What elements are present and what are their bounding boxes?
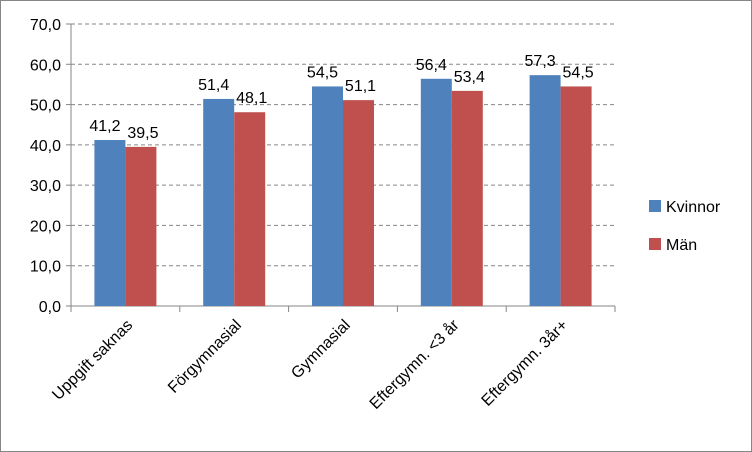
x-category-label: Förgymnasial: [165, 317, 245, 397]
bar-kvinnor-3: [420, 78, 452, 306]
bar-kvinnor-4: [529, 75, 561, 306]
data-label: 39,5: [127, 125, 158, 142]
x-category-label: Uppgift saknas: [49, 317, 136, 404]
legend: Kvinnor Män: [649, 199, 721, 254]
y-tick-label: 10,0: [30, 259, 61, 276]
legend-label: Män: [666, 237, 697, 254]
data-label: 56,4: [416, 57, 447, 74]
bar-kvinnor-2: [312, 86, 343, 306]
bar-man-0: [125, 146, 157, 306]
y-tick-label: 0,0: [39, 299, 61, 316]
y-tick-label: 40,0: [30, 138, 61, 155]
data-label: 48,1: [236, 90, 267, 107]
y-tick-label: 30,0: [30, 178, 61, 195]
y-tick-label: 60,0: [30, 57, 61, 74]
data-label: 51,1: [345, 78, 376, 95]
y-tick-label: 50,0: [30, 98, 61, 115]
bar-kvinnor-0: [94, 140, 126, 306]
x-category-label: Eftergymn. <3 år: [366, 316, 463, 413]
bar-man-1: [234, 112, 266, 307]
legend-swatch: [649, 200, 661, 212]
y-tick-label: 20,0: [30, 218, 61, 235]
data-label: 53,4: [454, 69, 485, 86]
bar-man-4: [560, 86, 592, 306]
data-label: 51,4: [198, 77, 229, 94]
bars: [94, 75, 592, 307]
legend-label: Kvinnor: [666, 199, 721, 216]
x-category-label: Eftergymn. 3år+: [478, 316, 572, 410]
data-labels: 41,2 39,5 51,4 48,1 54,5 51,1 56,4 53,4 57,3 54,5: [89, 53, 593, 142]
data-label: 54,5: [563, 64, 594, 81]
bar-man-3: [451, 90, 483, 306]
y-tick-label: 70,0: [30, 17, 61, 34]
bar-kvinnor-1: [203, 98, 235, 306]
legend-swatch: [649, 238, 661, 250]
bar-man-2: [343, 100, 374, 306]
data-label: 54,5: [307, 64, 338, 81]
x-category-label: Gymnasial: [288, 317, 353, 382]
data-label: 41,2: [89, 118, 120, 135]
data-label: 57,3: [525, 53, 556, 70]
